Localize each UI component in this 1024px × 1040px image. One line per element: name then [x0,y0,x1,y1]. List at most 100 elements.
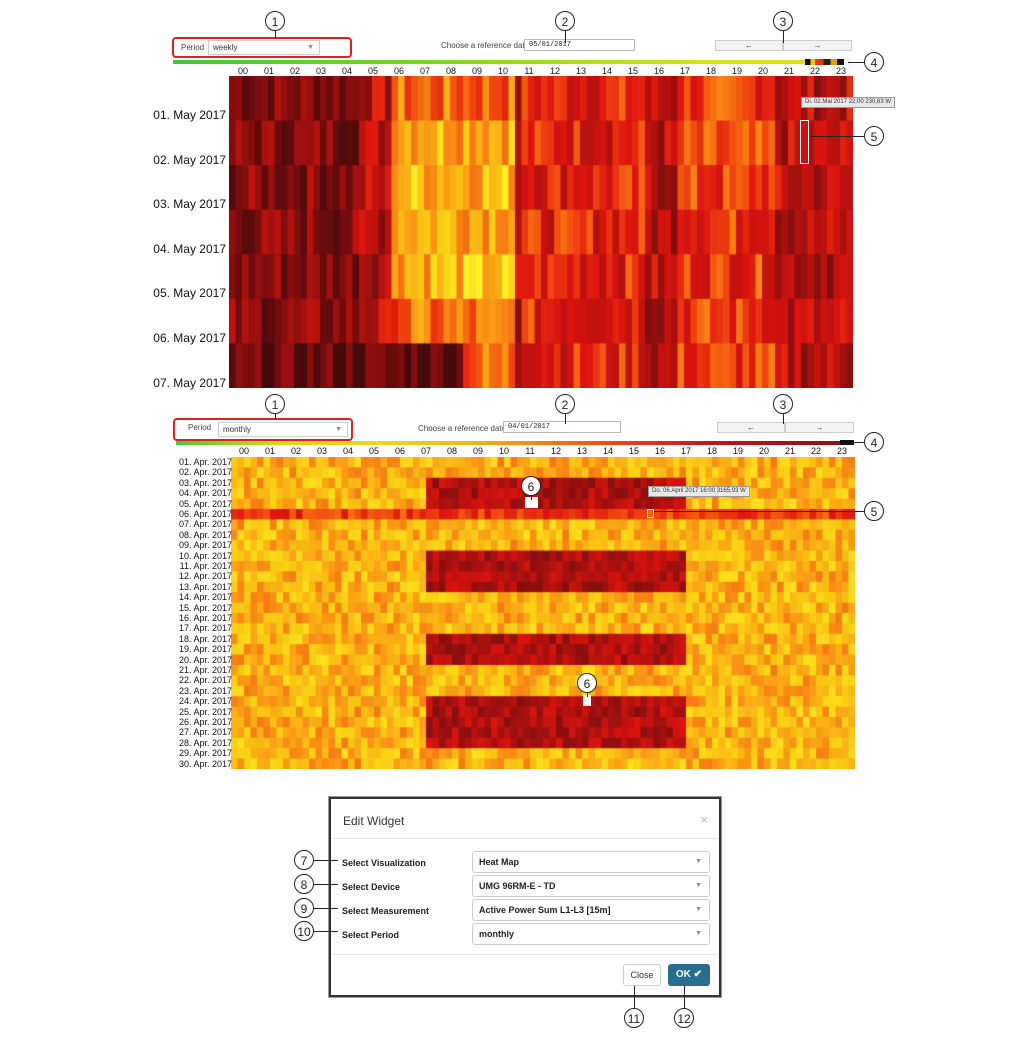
row-label: 15. Apr. 2017 [178,602,232,613]
row-label: 10. Apr. 2017 [178,550,232,561]
callout-line [314,860,338,861]
arrow-right-icon: → [815,423,824,432]
hour-tick-label: 08 [445,66,456,76]
row-label: 27. Apr. 2017 [178,727,232,738]
reference-date-label: Choose a reference date [418,424,507,433]
callout-3: 3 [773,11,793,31]
callout-line [654,511,864,512]
row-label: 03. May 2017 [153,197,226,212]
callout-line [684,986,685,1008]
hour-tick-label: 12 [550,446,561,456]
callout-line [848,62,864,63]
hour-tick-label: 15 [628,446,639,456]
callout-2: 2 [555,11,575,31]
hour-tick-label: 08 [446,446,457,456]
row-label: 07. Apr. 2017 [178,519,232,530]
select-measurement-label: Select Measurement [342,906,430,916]
period-highlight-box [172,37,352,58]
hour-tick-label: 18 [705,66,716,76]
callout-line [314,908,338,909]
next-period-button[interactable]: → [783,40,852,51]
chevron-down-icon: ▼ [695,882,702,889]
reference-date-label: Choose a reference date [441,41,530,50]
callout-line [531,496,532,500]
callout-5: 5 [864,126,884,146]
device-select[interactable]: UMG 96RM-E - TD ▼ [472,875,710,897]
row-label: 02. May 2017 [153,152,226,167]
hour-tick-label: 18 [706,446,717,456]
hour-tick-label: 07 [419,66,430,76]
callout-8: 8 [294,874,314,894]
reference-date-input[interactable]: 04/01/2017 [503,421,621,433]
close-button[interactable]: Close [623,964,661,986]
chevron-down-icon: ▼ [695,906,702,913]
hour-axis: 00 01 02 03 04 05 06 07 08 09 10 11 12 13 14 15 16 17 18 19… [231,446,855,456]
hour-tick-label: 09 [471,66,482,76]
hour-tick-label: 06 [393,66,404,76]
period-label: Period [181,43,205,52]
chevron-down-icon: ▼ [335,426,342,433]
hour-tick-label: 15 [627,66,638,76]
reference-date-input[interactable]: 05/01/2017 [524,39,635,51]
row-label: 12. Apr. 2017 [178,571,232,582]
hour-tick-label: 20 [757,66,768,76]
period-select[interactable]: weekly ▼ [208,40,320,55]
row-label: 17. Apr. 2017 [178,623,232,634]
hour-tick-label: 22 [809,66,820,76]
weekly-heatmap[interactable] [229,76,853,388]
hour-tick-label: 09 [472,446,483,456]
hour-tick-label: 16 [653,66,664,76]
callout-line [565,31,566,43]
hour-tick-label: 17 [679,66,690,76]
row-label: 11. Apr. 2017 [179,561,232,571]
hour-tick-label: 02 [290,446,301,456]
callout-10: 10 [294,921,314,941]
close-icon[interactable]: × [700,812,708,827]
row-label: 20. Apr. 2017 [178,654,232,665]
hour-tick-label: 23 [835,66,846,76]
prev-period-button[interactable]: ← [715,40,783,51]
callout-line [275,31,276,39]
monthly-heatmap[interactable] [231,457,855,769]
hour-axis: 00 01 02 03 04 05 06 07 08 09 10 11 12 13 14 15 16 17 18 19… [230,66,854,76]
callout-3: 3 [773,394,793,414]
ok-button[interactable]: OK ✔ [668,964,710,986]
marker-cell [525,497,538,508]
callout-line [809,136,864,137]
hour-tick-label: 11 [524,66,534,76]
visualization-select[interactable]: Heat Map ▼ [472,851,710,873]
row-label: 22. Apr. 2017 [178,675,232,686]
row-label: 19. Apr. 2017 [178,644,232,655]
hour-tick-label: 21 [784,446,795,456]
row-label: 18. Apr. 2017 [178,633,232,644]
callout-6: 6 [521,476,541,496]
row-label: 01. Apr. 2017 [178,457,232,467]
edit-widget-dialog: Edit Widget × Select Visualization Heat … [328,796,722,998]
hour-tick-label: 04 [341,66,352,76]
hour-tick-label: 20 [758,446,769,456]
period-select-value: monthly [223,425,252,434]
period-select[interactable]: monthly ▼ [218,422,348,437]
callout-line [565,414,566,424]
hour-tick-label: 01 [264,446,275,456]
device-value: UMG 96RM-E - TD [479,881,556,891]
color-scale-legend-end [840,440,854,445]
row-label: 16. Apr. 2017 [178,613,232,623]
callout-1: 1 [265,394,285,414]
select-device-label: Select Device [342,882,401,892]
measurement-select[interactable]: Active Power Sum L1-L3 [15m] ▼ [472,899,710,921]
callout-line [634,986,635,1008]
select-period-label: Select Period [342,930,400,940]
callout-6: 6 [577,673,597,693]
hour-tick-label: 21 [783,66,794,76]
hour-tick-label: 22 [810,446,821,456]
callout-9: 9 [294,898,314,918]
row-label: 14. Apr. 2017 [178,592,232,603]
callout-line [314,884,338,885]
hour-tick-label: 19 [732,446,743,456]
hover-tooltip: Do. 06.April 2017 16:00 3165,93 W [648,486,750,497]
period-dialog-select[interactable]: monthly ▼ [472,923,710,945]
next-period-button[interactable]: → [785,422,854,433]
prev-period-button[interactable]: ← [717,422,785,433]
row-label: 29. Apr. 2017 [178,748,232,759]
